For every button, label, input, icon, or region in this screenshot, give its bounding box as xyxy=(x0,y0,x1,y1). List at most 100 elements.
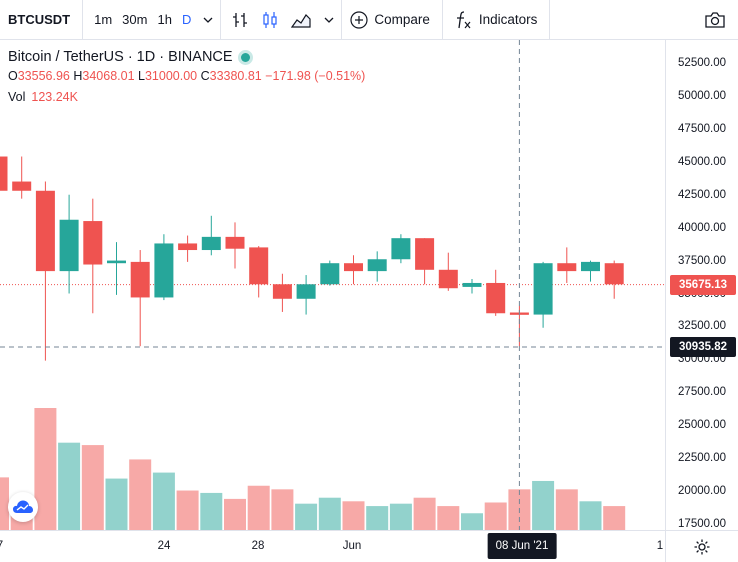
price-label: 45000.00 xyxy=(678,155,726,168)
price-scale[interactable]: 52500.00 50000.00 47500.00 45000.00 42500.00… xyxy=(665,40,738,530)
indicators-button[interactable]: Indicators xyxy=(443,0,550,40)
chart-settings-button[interactable] xyxy=(665,530,738,562)
price-label: 17500.00 xyxy=(678,518,726,530)
volume-bar xyxy=(200,492,223,530)
interval-dropdown[interactable] xyxy=(196,0,220,40)
price-label: 52500.00 xyxy=(678,57,726,69)
area-chart-icon xyxy=(291,13,311,28)
time-label: 7 xyxy=(0,540,3,552)
candle-body xyxy=(272,284,292,299)
ohlc-close: 33380.81 xyxy=(209,69,262,83)
chart-legend: Bitcoin / TetherUS · 1D · BINANCE O33556… xyxy=(8,48,365,107)
candle-body xyxy=(12,181,32,191)
price-label: 32500.00 xyxy=(678,320,726,333)
candle-body xyxy=(604,263,624,285)
candle-body xyxy=(249,247,269,285)
volume-bar xyxy=(461,513,483,530)
compare-button[interactable]: Compare xyxy=(342,0,442,40)
price-label: 27500.00 xyxy=(678,386,726,399)
ohlc-close-label: C xyxy=(200,69,210,83)
legend-title-row: Bitcoin / TetherUS · 1D · BINANCE xyxy=(8,48,365,67)
candle-body xyxy=(462,282,482,287)
volume-bar xyxy=(176,490,199,530)
candles-style-button[interactable] xyxy=(255,0,285,40)
candle-body xyxy=(225,236,245,249)
gear-icon xyxy=(694,539,710,554)
function-icon xyxy=(456,10,471,28)
volume-bar xyxy=(224,498,246,530)
volume-bar xyxy=(532,480,555,530)
camera-icon xyxy=(705,11,725,28)
time-label: 24 xyxy=(157,540,171,552)
volume-bar xyxy=(603,506,626,530)
interval-1m[interactable]: 1m xyxy=(94,12,113,27)
volume-bar xyxy=(247,485,270,530)
time-label: 28 xyxy=(251,540,265,552)
time-label: Jun xyxy=(342,540,362,552)
chart-style-dropdown[interactable] xyxy=(317,0,341,40)
legend-title: Bitcoin / TetherUS · 1D · BINANCE xyxy=(8,49,233,65)
indicators-label: Indicators xyxy=(478,12,538,27)
ohlc-row: O33556.96 H34068.01 L31000.00 C33380.81 … xyxy=(8,67,365,86)
time-scale[interactable]: 7 24 28 Jun 1 08 Jun '21 xyxy=(0,530,665,562)
plus-circle-icon xyxy=(350,10,368,29)
interval-d[interactable]: D xyxy=(181,12,192,27)
price-label: 25000.00 xyxy=(678,419,726,432)
chevron-down-icon xyxy=(203,17,213,23)
crosshair-date-tag: 08 Jun '21 xyxy=(487,533,557,559)
price-label: 20000.00 xyxy=(678,485,726,498)
candle-body xyxy=(533,263,553,315)
cloud-chart-icon xyxy=(13,500,33,513)
volume-label: Vol xyxy=(8,90,26,104)
volume-bar xyxy=(437,506,460,530)
ohlc-change: −171.98 (−0.51%) xyxy=(265,69,366,83)
candle-body xyxy=(344,263,363,272)
volume-bar xyxy=(413,497,436,530)
volume-bar xyxy=(366,506,389,530)
area-style-button[interactable] xyxy=(285,0,317,40)
last-price-tag: 35675.13 xyxy=(670,274,736,295)
candle-body xyxy=(320,263,340,285)
candle-body xyxy=(296,284,316,299)
volume-bar xyxy=(389,503,412,530)
candlestick-chart xyxy=(0,40,665,530)
interval-30m[interactable]: 30m xyxy=(122,12,148,27)
candle-body xyxy=(83,221,103,265)
volume-bar xyxy=(555,489,578,530)
volume-bar xyxy=(342,501,365,530)
candle-body xyxy=(130,261,150,298)
toolbar-divider xyxy=(441,0,443,40)
candle-body xyxy=(486,282,506,314)
candle-body xyxy=(107,260,126,264)
bars-style-button[interactable] xyxy=(221,0,255,40)
crosshair-price-tag: 30935.82 xyxy=(670,337,736,358)
ohlc-low-label: L xyxy=(138,69,145,83)
ohlc-low: 31000.00 xyxy=(144,69,198,83)
candle-body xyxy=(415,238,435,270)
symbol-search[interactable]: BTCUSDT xyxy=(8,12,71,27)
ohlc-high-label: H xyxy=(73,69,83,83)
volume-bar xyxy=(0,477,9,530)
volume-bar xyxy=(34,408,57,530)
chart-pane[interactable] xyxy=(0,40,665,530)
price-label: 37500.00 xyxy=(678,254,726,267)
price-label: 40000.00 xyxy=(678,221,726,234)
volume-bar xyxy=(58,442,81,530)
volume-bar xyxy=(484,502,507,530)
market-status-dot[interactable] xyxy=(240,53,250,62)
volume-row: Vol 123.24K xyxy=(8,88,365,107)
volume-bar xyxy=(129,459,152,530)
volume-value: 123.24K xyxy=(31,90,78,104)
candle-body xyxy=(35,190,55,272)
tradingview-logo[interactable] xyxy=(8,492,38,522)
volume-bar xyxy=(579,501,602,530)
price-label: 50000.00 xyxy=(678,89,726,102)
top-toolbar: BTCUSDT 1m 30m 1h D Compare Indicators xyxy=(0,0,738,40)
price-label: 22500.00 xyxy=(678,452,726,465)
interval-1h[interactable]: 1h xyxy=(157,12,172,27)
screenshot-button[interactable] xyxy=(698,0,738,40)
candle-body xyxy=(557,263,577,272)
toolbar-divider xyxy=(341,0,343,40)
ohlc-open: 33556.96 xyxy=(17,69,70,83)
candles-icon xyxy=(263,11,277,28)
